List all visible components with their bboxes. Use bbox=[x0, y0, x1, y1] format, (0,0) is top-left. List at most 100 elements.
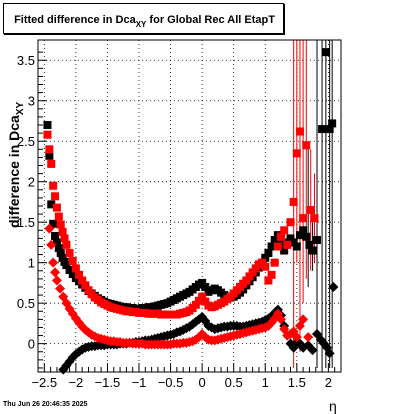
data-point-square bbox=[295, 127, 304, 136]
x-tick-label: 0.5 bbox=[225, 375, 243, 390]
data-point-square bbox=[251, 264, 260, 273]
data-point-diamond bbox=[276, 314, 287, 325]
data-point-square bbox=[310, 214, 319, 223]
data-point-square bbox=[267, 270, 276, 279]
data-point-square bbox=[75, 270, 84, 279]
data-point-square bbox=[313, 236, 322, 245]
data-point-square bbox=[71, 264, 80, 273]
data-point-square bbox=[248, 268, 257, 277]
data-point-square bbox=[54, 212, 63, 221]
data-point-square bbox=[286, 234, 295, 243]
y-tick-label: 2 bbox=[28, 175, 35, 190]
marker-layer bbox=[43, 48, 339, 375]
data-point-square bbox=[302, 232, 311, 241]
data-point-square bbox=[54, 244, 63, 253]
data-point-square bbox=[45, 151, 54, 160]
data-point-diamond bbox=[303, 332, 314, 343]
data-point-square bbox=[47, 159, 56, 168]
data-point-square bbox=[198, 292, 207, 301]
data-point-diamond bbox=[291, 332, 302, 343]
data-point-square bbox=[49, 181, 58, 190]
data-point-square bbox=[194, 296, 203, 305]
data-point-square bbox=[65, 265, 74, 274]
x-tick-label: 2 bbox=[325, 375, 332, 390]
data-point-square bbox=[292, 149, 301, 158]
data-point-square bbox=[305, 240, 314, 249]
x-tick-label: −1 bbox=[132, 375, 147, 390]
chart-title-rest: for Global Rec All EtapT bbox=[146, 14, 275, 26]
data-point-square bbox=[84, 286, 93, 295]
data-point-square bbox=[261, 253, 270, 262]
x-tick-label: −1.5 bbox=[95, 375, 121, 390]
data-point-square bbox=[56, 220, 65, 229]
data-point-square bbox=[289, 197, 298, 206]
data-point-square bbox=[62, 240, 71, 249]
x-tick-label: −0.5 bbox=[158, 375, 184, 390]
data-point-square bbox=[308, 246, 317, 255]
data-point-square bbox=[52, 203, 61, 212]
data-point-square bbox=[270, 258, 279, 267]
data-point-square bbox=[292, 242, 301, 251]
x-tick-label: 1 bbox=[262, 375, 269, 390]
x-tick-label: 0 bbox=[199, 375, 206, 390]
data-point-square bbox=[43, 130, 52, 139]
data-point-square bbox=[321, 48, 330, 57]
y-tick-label: 3.5 bbox=[17, 53, 35, 68]
data-point-square bbox=[78, 276, 87, 285]
data-point-square bbox=[277, 238, 286, 247]
data-point-diamond bbox=[51, 275, 62, 286]
data-point-square bbox=[201, 297, 210, 306]
data-point-square bbox=[62, 261, 71, 270]
data-point-square bbox=[283, 240, 292, 249]
data-point-square bbox=[47, 200, 56, 209]
data-point-square bbox=[264, 248, 273, 257]
data-point-square bbox=[289, 238, 298, 247]
data-point-square bbox=[56, 248, 65, 257]
data-point-square bbox=[58, 253, 67, 262]
y-tick-label: 3 bbox=[28, 94, 35, 109]
chart-title-subscript: XY bbox=[135, 20, 147, 29]
data-point-square bbox=[261, 262, 270, 271]
data-point-square bbox=[43, 121, 52, 130]
data-point-square bbox=[325, 125, 334, 134]
y-tick-label: 1 bbox=[28, 256, 35, 271]
data-point-diamond bbox=[324, 348, 335, 359]
data-point-diamond bbox=[46, 239, 57, 250]
data-point-square bbox=[286, 218, 295, 227]
y-tick-label: 1.5 bbox=[17, 215, 35, 230]
y-axis-label: difference in DcaXY bbox=[6, 102, 26, 228]
data-point-square bbox=[318, 125, 327, 134]
y-tick-label: 0.5 bbox=[17, 296, 35, 311]
x-tick-label: −2.5 bbox=[31, 375, 57, 390]
timestamp-footer: Thu Jun 26 20:46:35 2025 bbox=[3, 401, 88, 408]
data-point-square bbox=[68, 257, 77, 266]
data-point-square bbox=[267, 242, 276, 251]
data-point-diamond bbox=[50, 267, 61, 278]
data-point-square bbox=[51, 231, 60, 240]
x-tick-label: 1.5 bbox=[288, 375, 306, 390]
data-point-square bbox=[277, 232, 286, 241]
x-axis-label: η bbox=[329, 398, 337, 414]
y-axis-label-subscript: XY bbox=[15, 101, 26, 116]
data-point-square bbox=[258, 258, 267, 267]
data-point-square bbox=[49, 219, 58, 228]
y-axis-label-main: difference in Dca bbox=[6, 115, 22, 228]
data-point-square bbox=[270, 236, 279, 245]
data-point-diamond bbox=[48, 257, 59, 268]
data-point-square bbox=[295, 231, 304, 240]
data-point-square bbox=[299, 214, 308, 223]
axis-layer: −2.5 −2 −1.5 −1 −0.5 0 0.5 1 1.5 2 0 0.5 1 1.5 2 2.5 3 3.… bbox=[17, 39, 342, 390]
y-tick-label: 2.5 bbox=[17, 134, 35, 149]
data-point-diamond bbox=[55, 283, 66, 294]
data-point-diamond bbox=[307, 345, 318, 356]
data-point-square bbox=[273, 242, 282, 251]
title-box: Fitted difference in DcaXY for Global Re… bbox=[3, 3, 284, 34]
data-point-square bbox=[242, 276, 251, 285]
data-point-square bbox=[45, 145, 54, 154]
data-point-square bbox=[302, 141, 311, 150]
data-point-square bbox=[245, 272, 254, 281]
data-point-square bbox=[68, 270, 77, 279]
data-point-diamond bbox=[328, 281, 339, 292]
data-point-square bbox=[299, 226, 308, 235]
data-point-square bbox=[191, 300, 200, 309]
